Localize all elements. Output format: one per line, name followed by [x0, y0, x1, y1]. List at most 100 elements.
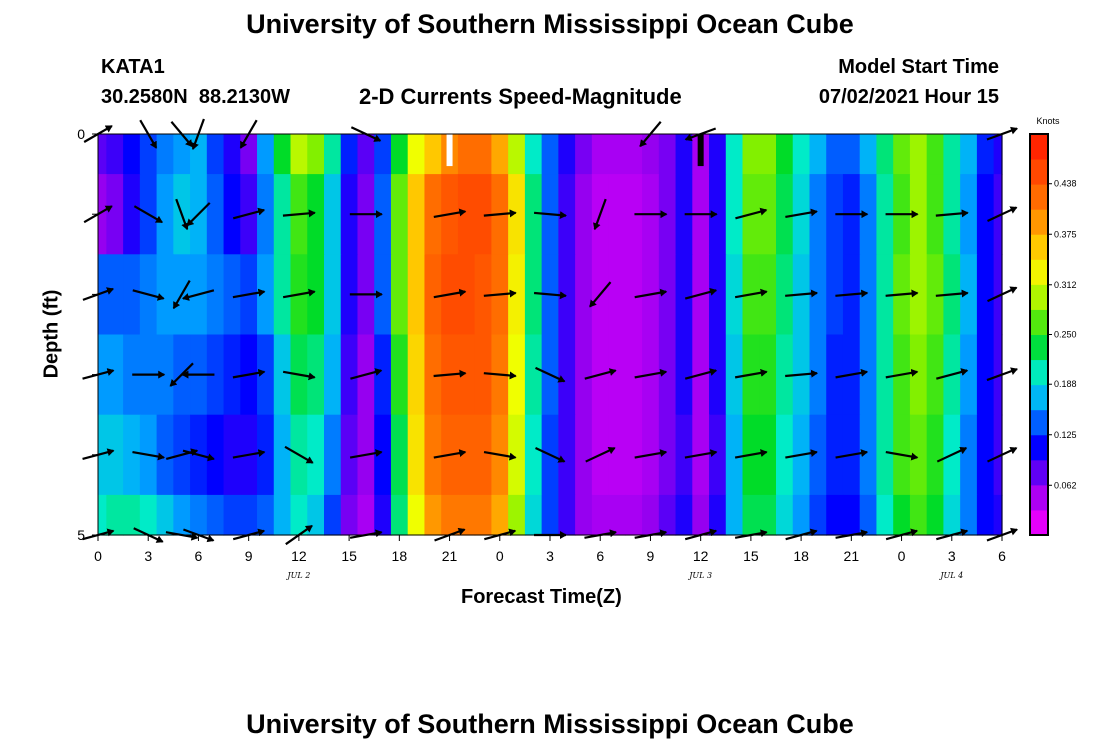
colorbar-swatch — [1030, 259, 1048, 285]
heatmap-cell — [625, 414, 643, 496]
current-arrow — [936, 368, 969, 380]
heatmap-cell — [608, 254, 626, 336]
heatmap-cell — [340, 254, 359, 336]
heatmap-cell — [725, 494, 744, 536]
heatmap-cell — [558, 134, 576, 175]
current-arrow — [172, 279, 191, 310]
current-arrow — [734, 368, 768, 379]
current-arrow — [132, 289, 165, 301]
missing-data-gap — [697, 134, 704, 167]
heatmap-cell — [809, 334, 827, 416]
heatmap-cell — [993, 414, 1003, 496]
heatmap-cell — [106, 254, 124, 336]
heatmap-cell — [357, 494, 375, 536]
heatmap-cell — [98, 334, 107, 416]
heatmap-cell — [390, 254, 409, 336]
current-arrow — [684, 287, 718, 300]
heatmap-cell — [508, 174, 526, 255]
heatmap-cell — [407, 134, 426, 175]
heatmap-cell — [575, 334, 593, 416]
heatmap-cell — [742, 494, 760, 536]
date-label: JUL 2 — [285, 571, 310, 580]
current-arrow — [785, 369, 819, 378]
heatmap-cell — [826, 254, 844, 336]
heatmap-cell — [424, 334, 442, 416]
heatmap-cell — [123, 414, 141, 496]
heatmap-cell — [926, 334, 945, 416]
colorbar: 0.062 0.125 0.188 0.250 0.312 0.375 0.438 — [1029, 133, 1077, 536]
y-tick-label: 5 — [77, 527, 85, 543]
heatmap-cell — [842, 134, 861, 175]
heatmap-cell — [608, 174, 626, 255]
speed-heatmap — [98, 134, 1003, 536]
x-tick-label: 6 — [195, 548, 203, 564]
current-arrow — [885, 289, 919, 298]
heatmap-cell — [792, 494, 811, 536]
missing-data-gaps — [446, 134, 704, 167]
heatmap-cell — [206, 414, 225, 496]
heatmap-cell — [257, 334, 275, 416]
heatmap-cell — [206, 174, 225, 255]
heatmap-cell — [474, 414, 493, 496]
current-arrow — [282, 209, 316, 218]
current-arrow — [433, 288, 467, 299]
current-arrow — [885, 368, 919, 379]
heatmap-cell — [223, 334, 241, 416]
heatmap-cell — [658, 334, 677, 416]
heatmap-cell — [98, 414, 107, 496]
current-arrow — [785, 289, 819, 298]
heatmap-cell — [123, 254, 141, 336]
current-arrow — [835, 368, 869, 379]
colorbar-tick-label: 0.188 — [1054, 379, 1077, 389]
heatmap-cell — [926, 254, 945, 336]
heatmap-cell — [893, 494, 911, 536]
colorbar-swatch — [1030, 384, 1048, 411]
current-arrow — [935, 289, 969, 298]
station-id: KATA1 — [101, 56, 165, 78]
current-arrow — [232, 368, 266, 379]
heatmap-cell — [993, 134, 1003, 175]
current-arrow — [593, 198, 607, 231]
colorbar-swatch — [1030, 234, 1048, 260]
heatmap-cell — [407, 494, 426, 536]
heatmap-cell — [457, 334, 476, 416]
heatmap-cell — [558, 174, 576, 255]
heatmap-cell — [558, 334, 576, 416]
colorbar-swatch — [1030, 184, 1048, 210]
heatmap-cell — [206, 254, 225, 336]
heatmap-cell — [776, 414, 794, 496]
heatmap-cell — [976, 174, 995, 255]
heatmap-cell — [407, 254, 426, 336]
heatmap-cell — [575, 494, 593, 536]
heatmap-cell — [943, 134, 961, 175]
heatmap-cell — [709, 254, 727, 336]
heatmap-cell — [407, 174, 426, 255]
heatmap-cell — [374, 134, 392, 175]
current-arrow — [232, 207, 266, 220]
x-tick-label: 9 — [245, 548, 253, 564]
heatmap-cell — [424, 254, 442, 336]
heatmap-cell — [893, 134, 911, 175]
model-start-label: Model Start Time — [838, 56, 999, 78]
current-arrow — [284, 445, 314, 464]
heatmap-cell — [625, 494, 643, 536]
x-tick-label: 9 — [647, 548, 655, 564]
heatmap-cell — [156, 494, 174, 536]
heatmap-cell — [675, 174, 693, 255]
x-tick-label: 3 — [144, 548, 152, 564]
heatmap-cell — [273, 494, 292, 536]
heatmap-cell — [206, 494, 225, 536]
heatmap-cell — [457, 494, 476, 536]
heatmap-cell — [307, 174, 325, 255]
heatmap-cell — [725, 134, 744, 175]
heatmap-cell — [223, 174, 241, 255]
heatmap-cell — [223, 254, 241, 336]
heatmap-cell — [625, 334, 643, 416]
current-arrow — [835, 449, 869, 459]
heatmap-cell — [524, 414, 543, 496]
x-tick-label: 3 — [546, 548, 554, 564]
heatmap-cell — [909, 494, 928, 536]
heatmap-cell — [575, 254, 593, 336]
heatmap-cell — [139, 494, 158, 536]
heatmap-cell — [776, 174, 794, 255]
